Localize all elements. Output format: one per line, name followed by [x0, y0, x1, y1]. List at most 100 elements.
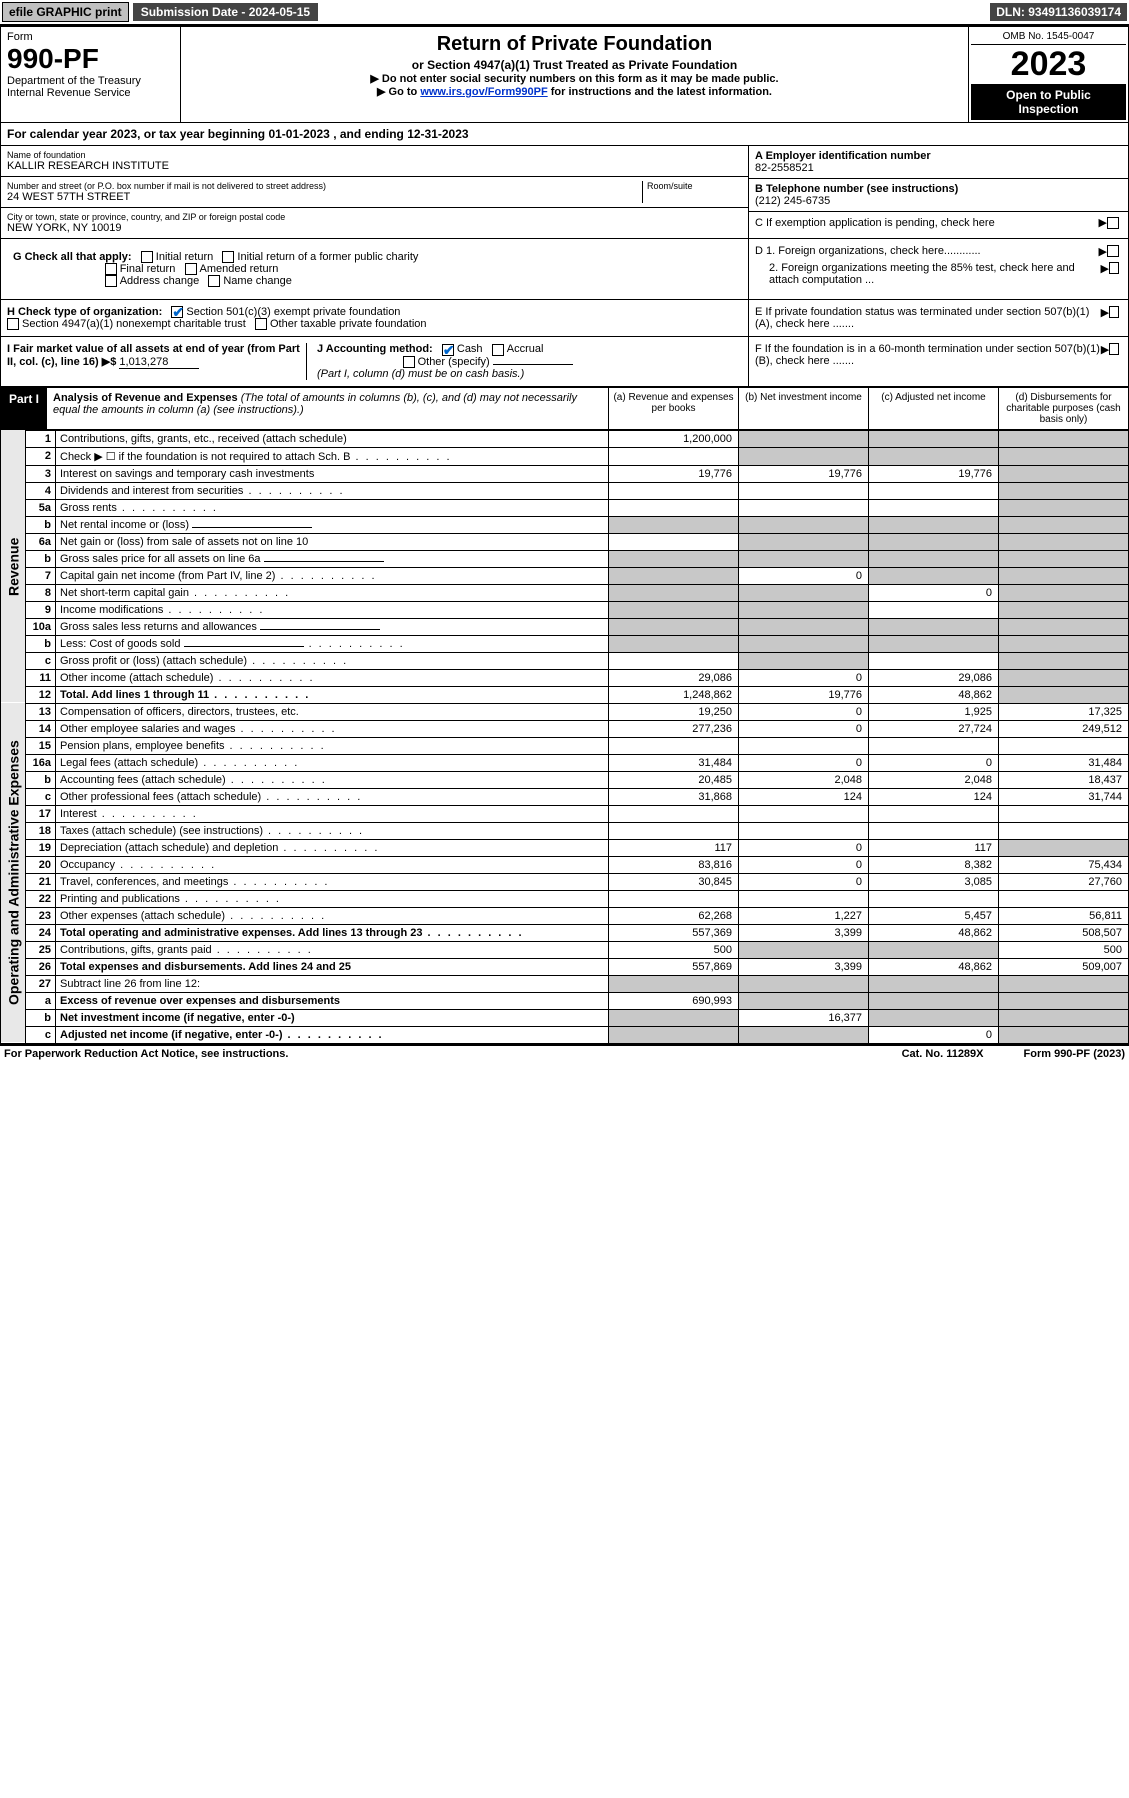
col-a-value: [609, 618, 739, 635]
col-c-value: [869, 941, 999, 958]
accrual-checkbox[interactable]: [492, 344, 504, 356]
col-c-value: [869, 652, 999, 669]
col-a-value: 1,200,000: [609, 430, 739, 447]
col-c-value: 8,382: [869, 856, 999, 873]
d2-label: 2. Foreign organizations meeting the 85%…: [755, 262, 1101, 286]
initial-return-former-checkbox[interactable]: [222, 251, 234, 263]
col-b-value: [739, 890, 869, 907]
amended-return-label: Amended return: [200, 263, 279, 275]
line-description: Net investment income (if negative, ente…: [56, 1009, 609, 1026]
foreign-org-checkbox[interactable]: [1107, 245, 1119, 257]
line-description: Income modifications: [56, 601, 609, 618]
col-d-value: [999, 465, 1129, 482]
line-description: Subtract line 26 from line 12:: [56, 975, 609, 992]
col-c-value: [869, 737, 999, 754]
col-b-value: [739, 482, 869, 499]
table-row: 15Pension plans, employee benefits: [1, 737, 1129, 754]
4947-checkbox[interactable]: [7, 318, 19, 330]
table-row: Operating and Administrative Expenses13C…: [1, 703, 1129, 720]
cash-checkbox[interactable]: [442, 344, 454, 356]
cal-mid: , and ending: [333, 127, 407, 141]
line-number: 27: [26, 975, 56, 992]
line-description: Total expenses and disbursements. Add li…: [56, 958, 609, 975]
line-number: 20: [26, 856, 56, 873]
col-c-value: 48,862: [869, 958, 999, 975]
irs-label: Internal Revenue Service: [7, 87, 174, 99]
arrow-icon: ▶: [1101, 306, 1109, 319]
dln: DLN: 93491136039174: [990, 3, 1127, 21]
col-b-value: [739, 652, 869, 669]
col-d-value: [999, 1009, 1129, 1026]
irs-link[interactable]: www.irs.gov/Form990PF: [420, 86, 547, 98]
col-d-value: [999, 890, 1129, 907]
line-number: c: [26, 1026, 56, 1043]
efile-print-button[interactable]: efile GRAPHIC print: [2, 2, 129, 22]
col-a-value: [609, 533, 739, 550]
table-row: bLess: Cost of goods sold: [1, 635, 1129, 652]
col-c-value: [869, 635, 999, 652]
col-b-value: [739, 533, 869, 550]
col-b-value: [739, 550, 869, 567]
f-label: F If the foundation is in a 60-month ter…: [755, 343, 1101, 367]
name-change-checkbox[interactable]: [208, 275, 220, 287]
col-b-value: 3,399: [739, 924, 869, 941]
other-taxable-checkbox[interactable]: [255, 318, 267, 330]
col-d-value: 249,512: [999, 720, 1129, 737]
table-row: 25Contributions, gifts, grants paid50050…: [1, 941, 1129, 958]
status-terminated-checkbox[interactable]: [1109, 306, 1119, 318]
other-method-field[interactable]: [493, 364, 573, 365]
col-d-value: 500: [999, 941, 1129, 958]
table-row: 20Occupancy83,81608,38275,434: [1, 856, 1129, 873]
col-a-value: [609, 975, 739, 992]
col-c-value: [869, 567, 999, 584]
accrual-label: Accrual: [507, 343, 544, 355]
col-c-value: [869, 499, 999, 516]
col-b-value: 0: [739, 856, 869, 873]
other-method-checkbox[interactable]: [403, 356, 415, 368]
table-row: 26Total expenses and disbursements. Add …: [1, 958, 1129, 975]
col-c-value: [869, 618, 999, 635]
amended-return-checkbox[interactable]: [185, 263, 197, 275]
analysis-table: Revenue1Contributions, gifts, grants, et…: [0, 430, 1129, 1044]
table-row: 7Capital gain net income (from Part IV, …: [1, 567, 1129, 584]
table-row: 24Total operating and administrative exp…: [1, 924, 1129, 941]
col-b-value: [739, 805, 869, 822]
col-b-value: [739, 516, 869, 533]
col-a-value: [609, 567, 739, 584]
col-a-value: 500: [609, 941, 739, 958]
table-row: bGross sales price for all assets on lin…: [1, 550, 1129, 567]
final-return-checkbox[interactable]: [105, 263, 117, 275]
line-number: 2: [26, 447, 56, 465]
col-a-value: 1,248,862: [609, 686, 739, 703]
501c3-checkbox[interactable]: [171, 306, 183, 318]
line-description: Check ▶ ☐ if the foundation is not requi…: [56, 447, 609, 465]
line-number: 23: [26, 907, 56, 924]
exemption-pending-checkbox[interactable]: [1107, 217, 1119, 229]
col-c-value: [869, 805, 999, 822]
city-state-zip: NEW YORK, NY 10019: [7, 222, 742, 234]
tax-year: 2023: [971, 45, 1126, 84]
line-number: 14: [26, 720, 56, 737]
60-month-checkbox[interactable]: [1109, 343, 1119, 355]
table-row: 18Taxes (attach schedule) (see instructi…: [1, 822, 1129, 839]
phone: (212) 245-6735: [755, 195, 1122, 207]
foreign-85-checkbox[interactable]: [1109, 262, 1119, 274]
initial-return-checkbox[interactable]: [141, 251, 153, 263]
form-footer: Form 990-PF (2023): [1024, 1048, 1125, 1060]
omb-number: OMB No. 1545-0047: [971, 29, 1126, 45]
table-row: 6aNet gain or (loss) from sale of assets…: [1, 533, 1129, 550]
h-label: H Check type of organization:: [7, 306, 162, 318]
col-b-value: [739, 499, 869, 516]
name-label: Name of foundation: [7, 150, 742, 160]
col-d-value: [999, 992, 1129, 1009]
table-row: 2Check ▶ ☐ if the foundation is not requ…: [1, 447, 1129, 465]
cal-pre: For calendar year 2023, or tax year begi…: [7, 127, 268, 141]
part1-title: Analysis of Revenue and Expenses: [53, 392, 238, 404]
exemption-pending-label: C If exemption application is pending, c…: [755, 217, 995, 229]
address-change-checkbox[interactable]: [105, 275, 117, 287]
table-row: cAdjusted net income (if negative, enter…: [1, 1026, 1129, 1043]
col-c-value: 124: [869, 788, 999, 805]
line-number: 8: [26, 584, 56, 601]
col-d-value: [999, 601, 1129, 618]
col-d-value: [999, 737, 1129, 754]
